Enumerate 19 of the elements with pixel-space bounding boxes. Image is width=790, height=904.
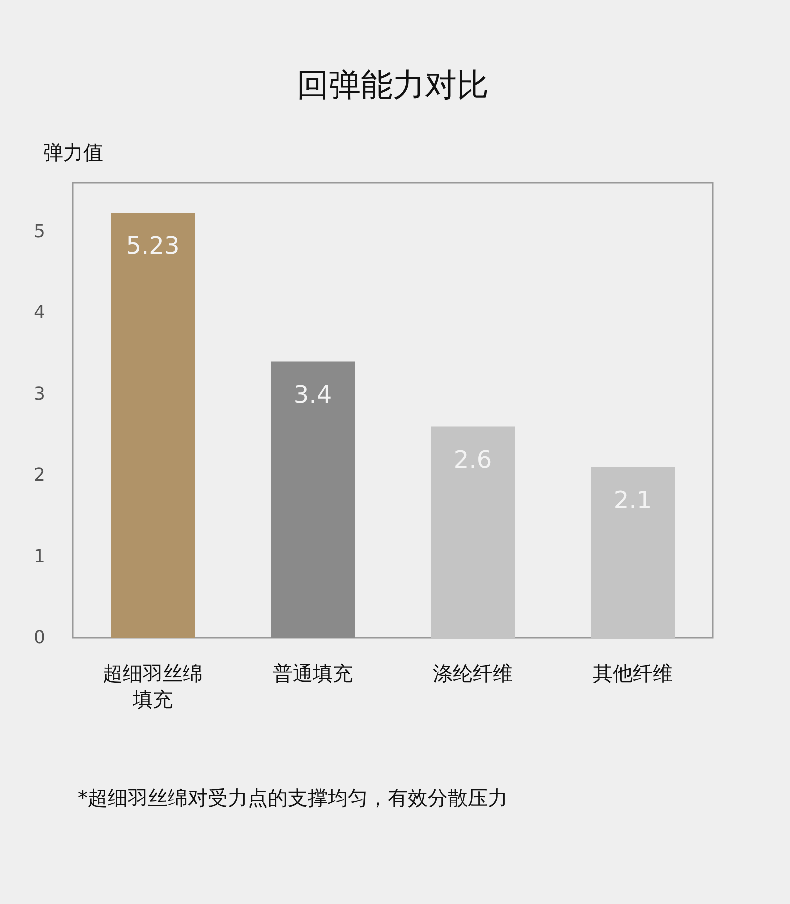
bar (431, 426, 515, 638)
text: *超细羽丝绵对受力点的支撑均匀，有效分散压力 (78, 785, 508, 812)
bar (111, 213, 195, 638)
y-tick-label: 1 (34, 546, 46, 568)
data-label: 3.4 (294, 380, 332, 409)
y-axis-title: 弹力值 (44, 140, 104, 164)
bar (591, 467, 675, 638)
x-tick-label: 普通填充 (273, 662, 353, 686)
data-label: 5.23 (126, 232, 180, 260)
y-tick-label: 4 (34, 302, 46, 324)
y-tick-label: 3 (34, 384, 46, 405)
chart-title: 回弹能力对比 (297, 66, 489, 104)
x-tick-label: 其他纤维 (593, 662, 673, 686)
y-tick-label: 5 (34, 221, 46, 242)
x-tick-label: 超细羽丝绵填充 (103, 662, 203, 712)
bar (271, 362, 355, 638)
x-tick-label: 涤纶纤维 (433, 662, 513, 686)
y-tick-label: 0 (34, 628, 46, 648)
y-tick-label: 2 (34, 465, 46, 486)
